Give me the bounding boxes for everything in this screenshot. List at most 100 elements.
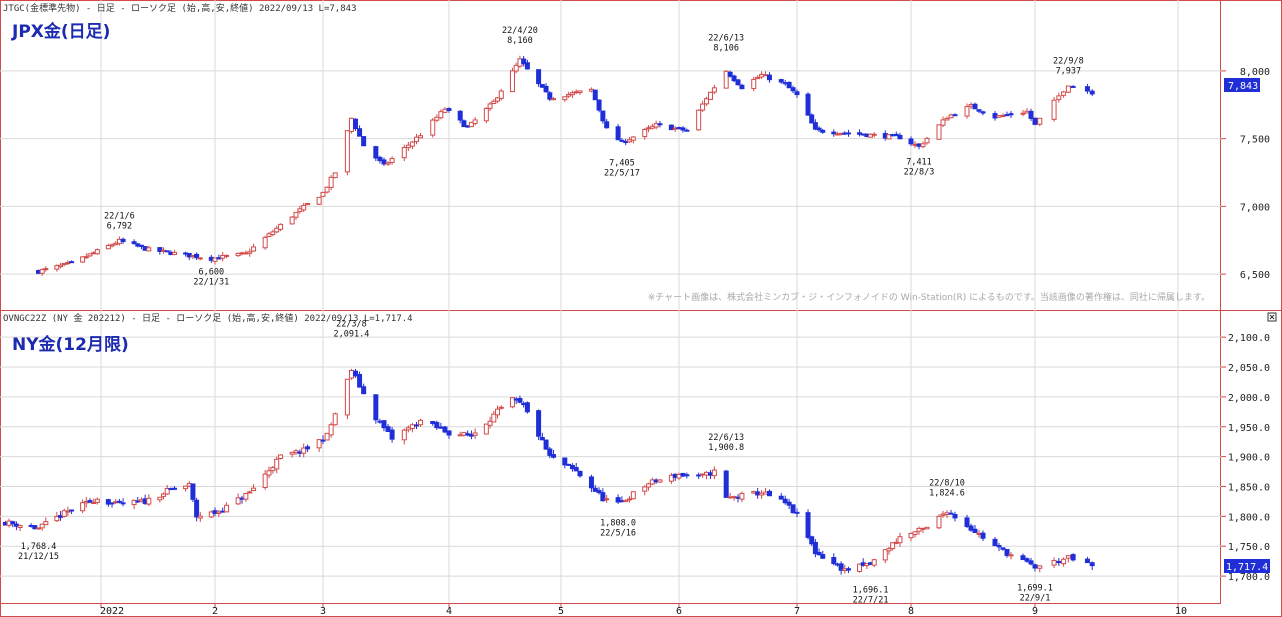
candle-body (517, 397, 523, 403)
candle-body (172, 487, 178, 490)
candle-body (976, 109, 982, 112)
candle-body (739, 84, 745, 90)
candle-body (551, 98, 557, 101)
candle-body (54, 265, 60, 270)
candle-body (1056, 95, 1062, 100)
y-tick-label: 7,000 (1240, 202, 1270, 213)
bottom-last-price-label: 1,717.4 (1226, 562, 1268, 573)
candle-body (680, 472, 686, 477)
candle-body (491, 100, 497, 104)
candle-body (301, 447, 307, 454)
candle-body (569, 92, 575, 96)
candle-body (566, 463, 572, 466)
candle-body (940, 513, 946, 516)
candle-body (551, 454, 557, 458)
candle-body (289, 216, 295, 225)
peak-annotation: 22/1/66,792 (104, 212, 135, 232)
annotation-value: 1,824.6 (929, 489, 965, 499)
candle-body (1037, 117, 1043, 125)
candle-body (373, 146, 379, 159)
candle-body (623, 499, 629, 503)
candle-body (782, 498, 788, 504)
candle-body (509, 397, 515, 408)
peak-annotation: 22/6/138,106 (708, 34, 744, 54)
candle-body (172, 251, 178, 256)
candle-body (377, 156, 383, 162)
candle-body (438, 111, 444, 119)
candle-body (968, 525, 974, 531)
candle-body (332, 172, 338, 179)
x-tick-label: 7 (794, 606, 800, 617)
candle-body (194, 253, 200, 259)
candle-body (183, 485, 189, 490)
candle-body (389, 158, 395, 163)
candle-body (980, 111, 986, 114)
candle-body (704, 471, 710, 476)
candle-body (735, 79, 741, 86)
candle-body (766, 74, 772, 81)
candle-body (711, 87, 717, 93)
candle-body (573, 467, 579, 472)
candle-body (882, 549, 888, 561)
candle-body (197, 515, 203, 519)
y-tick-label: 6,500 (1240, 270, 1270, 281)
candle-body (976, 532, 982, 535)
candle-body (348, 370, 354, 379)
x-tick-label: 9 (1032, 606, 1038, 617)
candle-body (105, 499, 111, 505)
candle-body (786, 501, 792, 506)
candle-body (707, 91, 713, 100)
candle-body (630, 491, 636, 500)
candle-body (562, 457, 568, 466)
candle-body (992, 113, 998, 119)
candle-body (270, 231, 276, 236)
candle-body (357, 373, 363, 388)
candle-body (94, 249, 100, 255)
candle-body (668, 474, 674, 482)
y-tick-label: 1,700.0 (1228, 572, 1270, 583)
candle-body (916, 143, 922, 147)
annotation-value: 2,091.4 (334, 329, 370, 339)
candle-body (1051, 559, 1057, 566)
candle-body (588, 476, 594, 489)
candle-body (94, 498, 100, 503)
candle-body (948, 114, 954, 119)
candle-body (668, 124, 674, 131)
candle-body (615, 497, 621, 503)
candle-body (1070, 554, 1076, 561)
top-last-price-box (1224, 78, 1260, 92)
candle-body (696, 474, 702, 477)
candle-body (952, 514, 958, 519)
candle-body (700, 473, 706, 476)
candle-body (831, 557, 837, 565)
candle-body (157, 247, 163, 252)
candle-body (274, 227, 280, 233)
x-tick-label: 6 (676, 606, 682, 617)
candle-body (54, 515, 60, 522)
candle-body (646, 483, 652, 488)
candle-body (751, 491, 757, 494)
candle-body (1056, 560, 1062, 564)
candle-body (1028, 560, 1034, 565)
y-tick-label: 1,900.0 (1228, 453, 1270, 464)
close-icon-stroke (1269, 314, 1275, 320)
candle-body (389, 429, 395, 440)
candle-body (235, 497, 241, 505)
candle-body (405, 144, 411, 149)
candle-body (278, 223, 284, 230)
peak-annotation: 1,808.022/5/16 (600, 519, 636, 539)
peak-annotation: 22/3/82,091.4 (334, 319, 370, 339)
annotation-value: 1,768.4 (21, 542, 57, 552)
candle-body (684, 474, 690, 477)
candle-body (472, 432, 478, 436)
candle-body (831, 131, 837, 135)
candle-body (1024, 110, 1030, 114)
candle-body (1004, 548, 1010, 556)
candle-body (224, 254, 230, 257)
candle-body (696, 109, 702, 131)
candle-body (87, 500, 93, 503)
candle-body (413, 424, 419, 427)
annotation-value: 1,808.0 (600, 519, 636, 529)
candle-body (912, 531, 918, 536)
candle-body (344, 378, 350, 416)
